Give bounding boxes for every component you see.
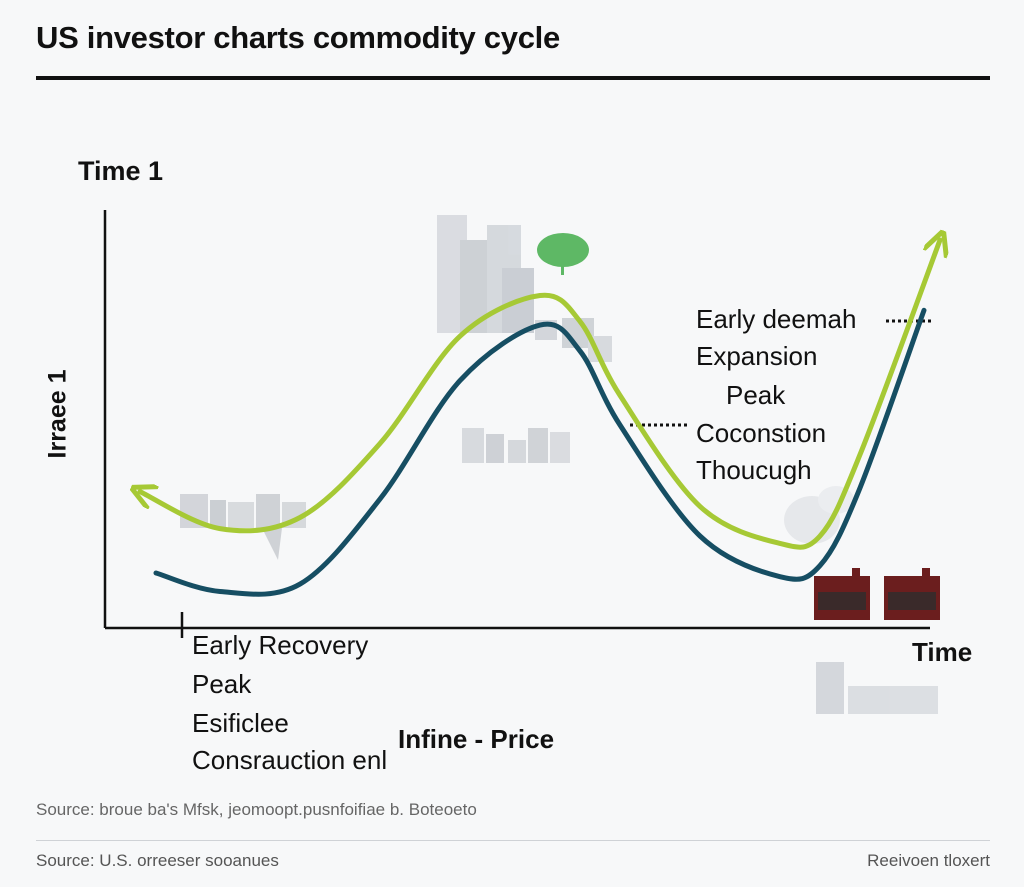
x-axis-label: Time <box>912 637 973 667</box>
left-buildings-illustration <box>180 494 306 560</box>
mid-buildings-illustration <box>462 428 570 463</box>
phase-label-right: Peak <box>726 380 786 410</box>
credit-line: Reeivoen tloxert <box>867 851 990 870</box>
legend-text: Infine - Price <box>398 724 555 754</box>
y-axis-top-label: Time 1 <box>78 156 164 186</box>
bottom-buildings-illustration <box>816 662 938 714</box>
phase-label-lower: Consrauction enl <box>192 745 388 775</box>
phase-label-right: Early deemah <box>696 304 857 334</box>
chart-title: US investor charts commodity cycle <box>36 20 560 55</box>
factory-illustration <box>814 568 940 620</box>
city-buildings-illustration <box>437 215 612 362</box>
y-axis-side-label: Irraee 1 <box>43 369 72 459</box>
phase-label-right: Thoucugh <box>696 455 812 485</box>
phase-label-lower: Peak <box>192 669 252 699</box>
title-rule <box>36 76 990 80</box>
source-line-2: Source: U.S. orreeser sooanues <box>36 851 279 870</box>
tree-icon <box>537 233 589 275</box>
phase-label-lower: Early Recovery <box>192 630 369 660</box>
phase-label-right: Coconstion <box>696 418 827 448</box>
phase-label-right: Expansion <box>696 341 818 371</box>
series-line-navy <box>153 307 927 597</box>
source-line-1: Source: broue ba's Mfsk, jeomoopt.pusnfo… <box>36 800 477 819</box>
footer-divider <box>36 840 990 841</box>
phase-label-lower: Esificlee <box>192 708 289 738</box>
series-line-green <box>140 240 940 550</box>
